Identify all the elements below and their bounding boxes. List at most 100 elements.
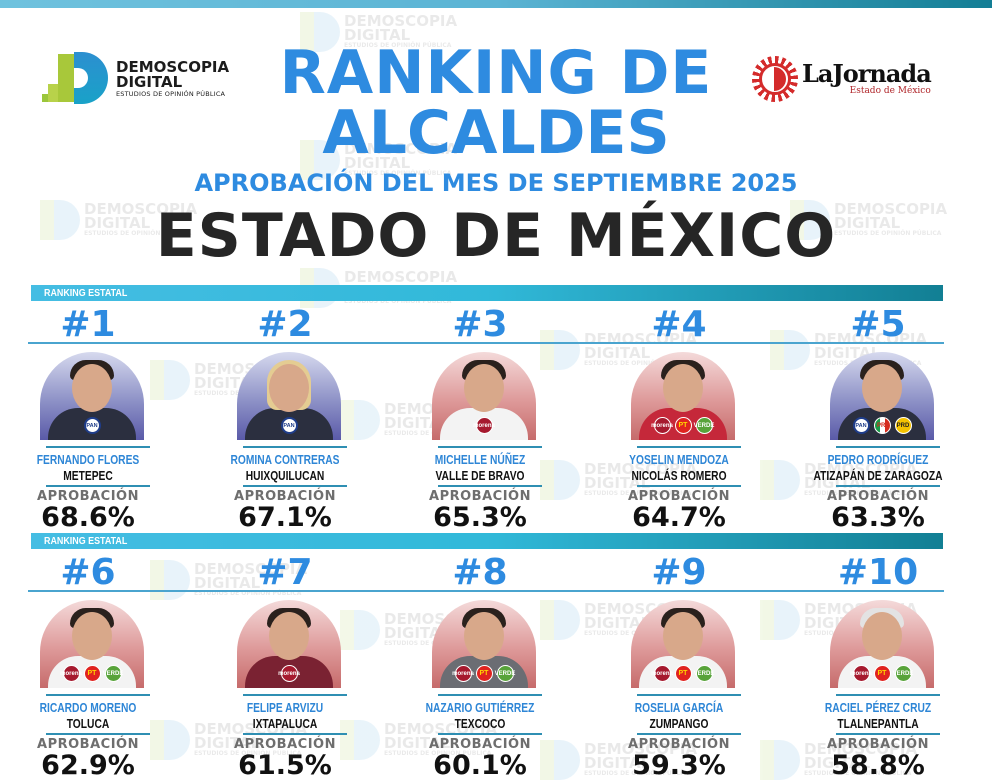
title-line1: RANKING DE: [279, 38, 713, 108]
section-band-1: RANKING ESTATAL: [31, 285, 943, 301]
mayor-photo: PAN: [40, 352, 144, 440]
municipality: TLALNEPANTLA: [837, 717, 919, 731]
name-divider-top: [438, 694, 542, 696]
approval-label: APROBACIÓN: [628, 737, 730, 752]
rank-number: #7: [257, 552, 313, 593]
approval-value: 67.1%: [238, 502, 332, 533]
pt-party-icon: PT: [674, 417, 692, 434]
mayor-name: ROMINA CONTRERAS: [230, 453, 340, 467]
approval-value: 60.1%: [433, 750, 527, 781]
morena-party-icon: morena: [473, 417, 495, 434]
approval-value: 65.3%: [433, 502, 527, 533]
municipality: IXTAPALUCA: [252, 717, 318, 731]
pan-party-icon: PAN: [83, 417, 101, 434]
municipality: HUIXQUILUCAN: [245, 469, 325, 483]
municipality: ZUMPANGO: [649, 717, 709, 731]
subtitle: APROBACIÓN DEL MES DE SEPTIEMBRE 2025: [194, 169, 798, 197]
morena-party-icon: morena: [850, 665, 872, 682]
municipality: ATIZAPÁN DE ZARAGOZA: [813, 469, 943, 483]
approval-value: 63.3%: [831, 502, 925, 533]
rank-divider-1: [28, 342, 944, 344]
demoscopia-d-icon: [40, 50, 110, 108]
morena-party-icon: morena: [452, 665, 474, 682]
mayor-name: FELIPE ARVIZU: [246, 701, 324, 715]
name-divider-top: [438, 446, 542, 448]
name-divider-top: [836, 446, 940, 448]
pvem-party-icon: VERDE: [694, 665, 714, 682]
pvem-party-icon: VERDE: [103, 665, 123, 682]
approval-label: APROBACIÓN: [234, 737, 336, 752]
mayor-name: RACIEL PÉREZ CRUZ: [824, 701, 932, 715]
logo-tagline: ESTUDIOS DE OPINIÓN PÚBLICA: [116, 89, 226, 98]
approval-label: APROBACIÓN: [827, 737, 929, 752]
approval-label: APROBACIÓN: [429, 737, 531, 752]
pan-party-icon: PAN: [280, 417, 298, 434]
approval-value: 61.5%: [238, 750, 332, 781]
morena-party-icon: morena: [278, 665, 300, 682]
name-divider-bottom: [438, 733, 542, 735]
logo-line1: DEMOSCOPIA: [116, 57, 230, 76]
name-divider-top: [46, 446, 150, 448]
name-divider-top: [637, 694, 741, 696]
mayor-name: YOSELIN MENDOZA: [629, 453, 729, 467]
la-jornada-logo: LaJornada Estado de México: [752, 56, 932, 102]
mayor-photo: PAN: [237, 352, 341, 440]
mayor-photo: morena: [432, 352, 536, 440]
approval-value: 58.8%: [831, 750, 925, 781]
approval-value: 59.3%: [632, 750, 726, 781]
rank-number: #6: [60, 552, 116, 593]
rank-number: #9: [651, 552, 707, 593]
pvem-party-icon: VERDE: [893, 665, 913, 682]
name-divider-top: [836, 694, 940, 696]
pt-party-icon: PT: [674, 665, 692, 682]
approval-value: 62.9%: [41, 750, 135, 781]
morena-party-icon: morena: [651, 417, 673, 434]
la-jornada-name: LaJornada: [802, 59, 932, 88]
mayor-name: NAZARIO GUTIÉRREZ: [425, 701, 535, 715]
approval-label: APROBACIÓN: [628, 489, 730, 504]
approval-label: APROBACIÓN: [827, 489, 929, 504]
mayor-name: PEDRO RODRÍGUEZ: [827, 453, 929, 467]
mayor-photo: morena PT VERDE: [40, 600, 144, 688]
name-divider-bottom: [46, 733, 150, 735]
approval-label: APROBACIÓN: [37, 737, 139, 752]
title-line2: ALCALDES: [322, 98, 670, 168]
rank-number: #10: [837, 552, 919, 593]
name-divider-bottom: [836, 485, 940, 487]
name-divider-bottom: [46, 485, 150, 487]
approval-label: APROBACIÓN: [234, 489, 336, 504]
municipality: VALLE DE BRAVO: [435, 469, 525, 483]
pt-party-icon: PT: [475, 665, 493, 682]
rank-number: #5: [850, 304, 906, 345]
mayor-photo: morena PT VERDE: [631, 352, 735, 440]
pri-party-icon: PRI: [873, 417, 891, 434]
morena-party-icon: morena: [651, 665, 673, 682]
name-divider-top: [243, 446, 347, 448]
morena-party-icon: morena: [60, 665, 82, 682]
mayor-name: MICHELLE NÚÑEZ: [434, 453, 526, 467]
section-label: RANKING ESTATAL: [44, 535, 128, 547]
prd-party-icon: PRD: [894, 417, 912, 434]
rank-number: #2: [257, 304, 313, 345]
approval-label: APROBACIÓN: [37, 489, 139, 504]
municipality: NICOLÁS ROMERO: [631, 469, 727, 483]
pt-party-icon: PT: [83, 665, 101, 682]
section-band-2: RANKING ESTATAL: [31, 533, 943, 549]
pvem-party-icon: VERDE: [495, 665, 515, 682]
name-divider-bottom: [438, 485, 542, 487]
mayor-photo: morena PT VERDE: [830, 600, 934, 688]
top-accent-bar: [0, 0, 992, 8]
mayor-name: ROSELIA GARCÍA: [634, 701, 724, 715]
name-divider-top: [637, 446, 741, 448]
demoscopia-logo: DEMOSCOPIA DIGITAL ESTUDIOS DE OPINIÓN P…: [40, 50, 229, 108]
approval-label: APROBACIÓN: [429, 489, 531, 504]
mayor-photo: morena PT VERDE: [432, 600, 536, 688]
rank-divider-2: [28, 590, 944, 592]
name-divider-bottom: [836, 733, 940, 735]
municipality: METEPEC: [63, 469, 113, 483]
name-divider-bottom: [243, 733, 347, 735]
logo-line2: DIGITAL: [116, 72, 183, 91]
name-divider-bottom: [243, 485, 347, 487]
pvem-party-icon: VERDE: [694, 417, 714, 434]
mayor-photo: morena: [237, 600, 341, 688]
